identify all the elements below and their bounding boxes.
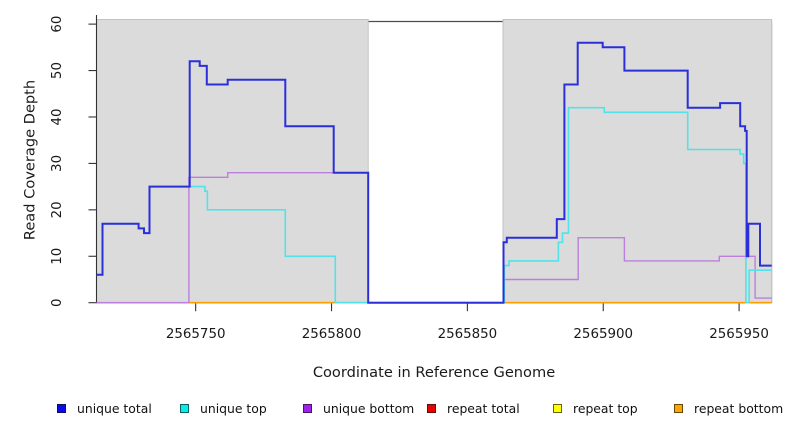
legend-swatch-repeat-bottom	[674, 403, 683, 413]
legend-swatch-unique-bottom	[303, 403, 312, 413]
legend-label: unique total	[77, 400, 152, 416]
legend-item-unique-total: unique total	[57, 400, 152, 416]
y-axis-title: Read Coverage Depth	[21, 79, 39, 241]
x-tick-label: 2565850	[438, 327, 498, 342]
y-tick-label: 10	[50, 248, 65, 265]
y-tick-label: 30	[50, 155, 65, 172]
legend-item-repeat-total: repeat total	[427, 400, 520, 416]
alignment-region-1	[96, 19, 369, 304]
legend-swatch-unique-total	[57, 403, 66, 413]
legend-label: repeat top	[573, 400, 638, 416]
x-axis-title: Coordinate in Reference Genome	[312, 364, 556, 381]
legend-label: repeat total	[447, 400, 520, 416]
x-tick-label: 2565800	[302, 327, 362, 342]
alignment-region-2	[502, 19, 773, 304]
y-tick-label: 40	[50, 108, 65, 125]
series-line-unique-bottom	[96, 171, 772, 304]
legend-item-repeat-bottom: repeat bottom	[674, 400, 784, 416]
series-line-unique-total	[96, 41, 772, 304]
legend-swatch-repeat-top	[553, 403, 562, 413]
legend-label: repeat bottom	[694, 400, 784, 416]
y-tick-label: 0	[50, 298, 65, 307]
legend-swatch-repeat-total	[427, 403, 436, 413]
legend-item-unique-top: unique top	[180, 400, 267, 416]
legend-label: unique top	[200, 400, 267, 416]
x-tick-label: 2565750	[166, 327, 226, 342]
legend-label: unique bottom	[323, 400, 415, 416]
x-tick-label: 2565900	[573, 327, 633, 342]
y-tick-label: 50	[50, 62, 65, 79]
legend-item-repeat-top: repeat top	[553, 400, 638, 416]
legend-swatch-unique-top	[180, 403, 189, 413]
y-tick-label: 60	[50, 16, 65, 33]
legend: unique total unique top unique bottom repea…	[0, 399, 792, 425]
legend-item-unique-bottom: unique bottom	[303, 400, 415, 416]
y-tick-label: 20	[50, 201, 65, 218]
x-tick-label: 2565950	[709, 327, 769, 342]
